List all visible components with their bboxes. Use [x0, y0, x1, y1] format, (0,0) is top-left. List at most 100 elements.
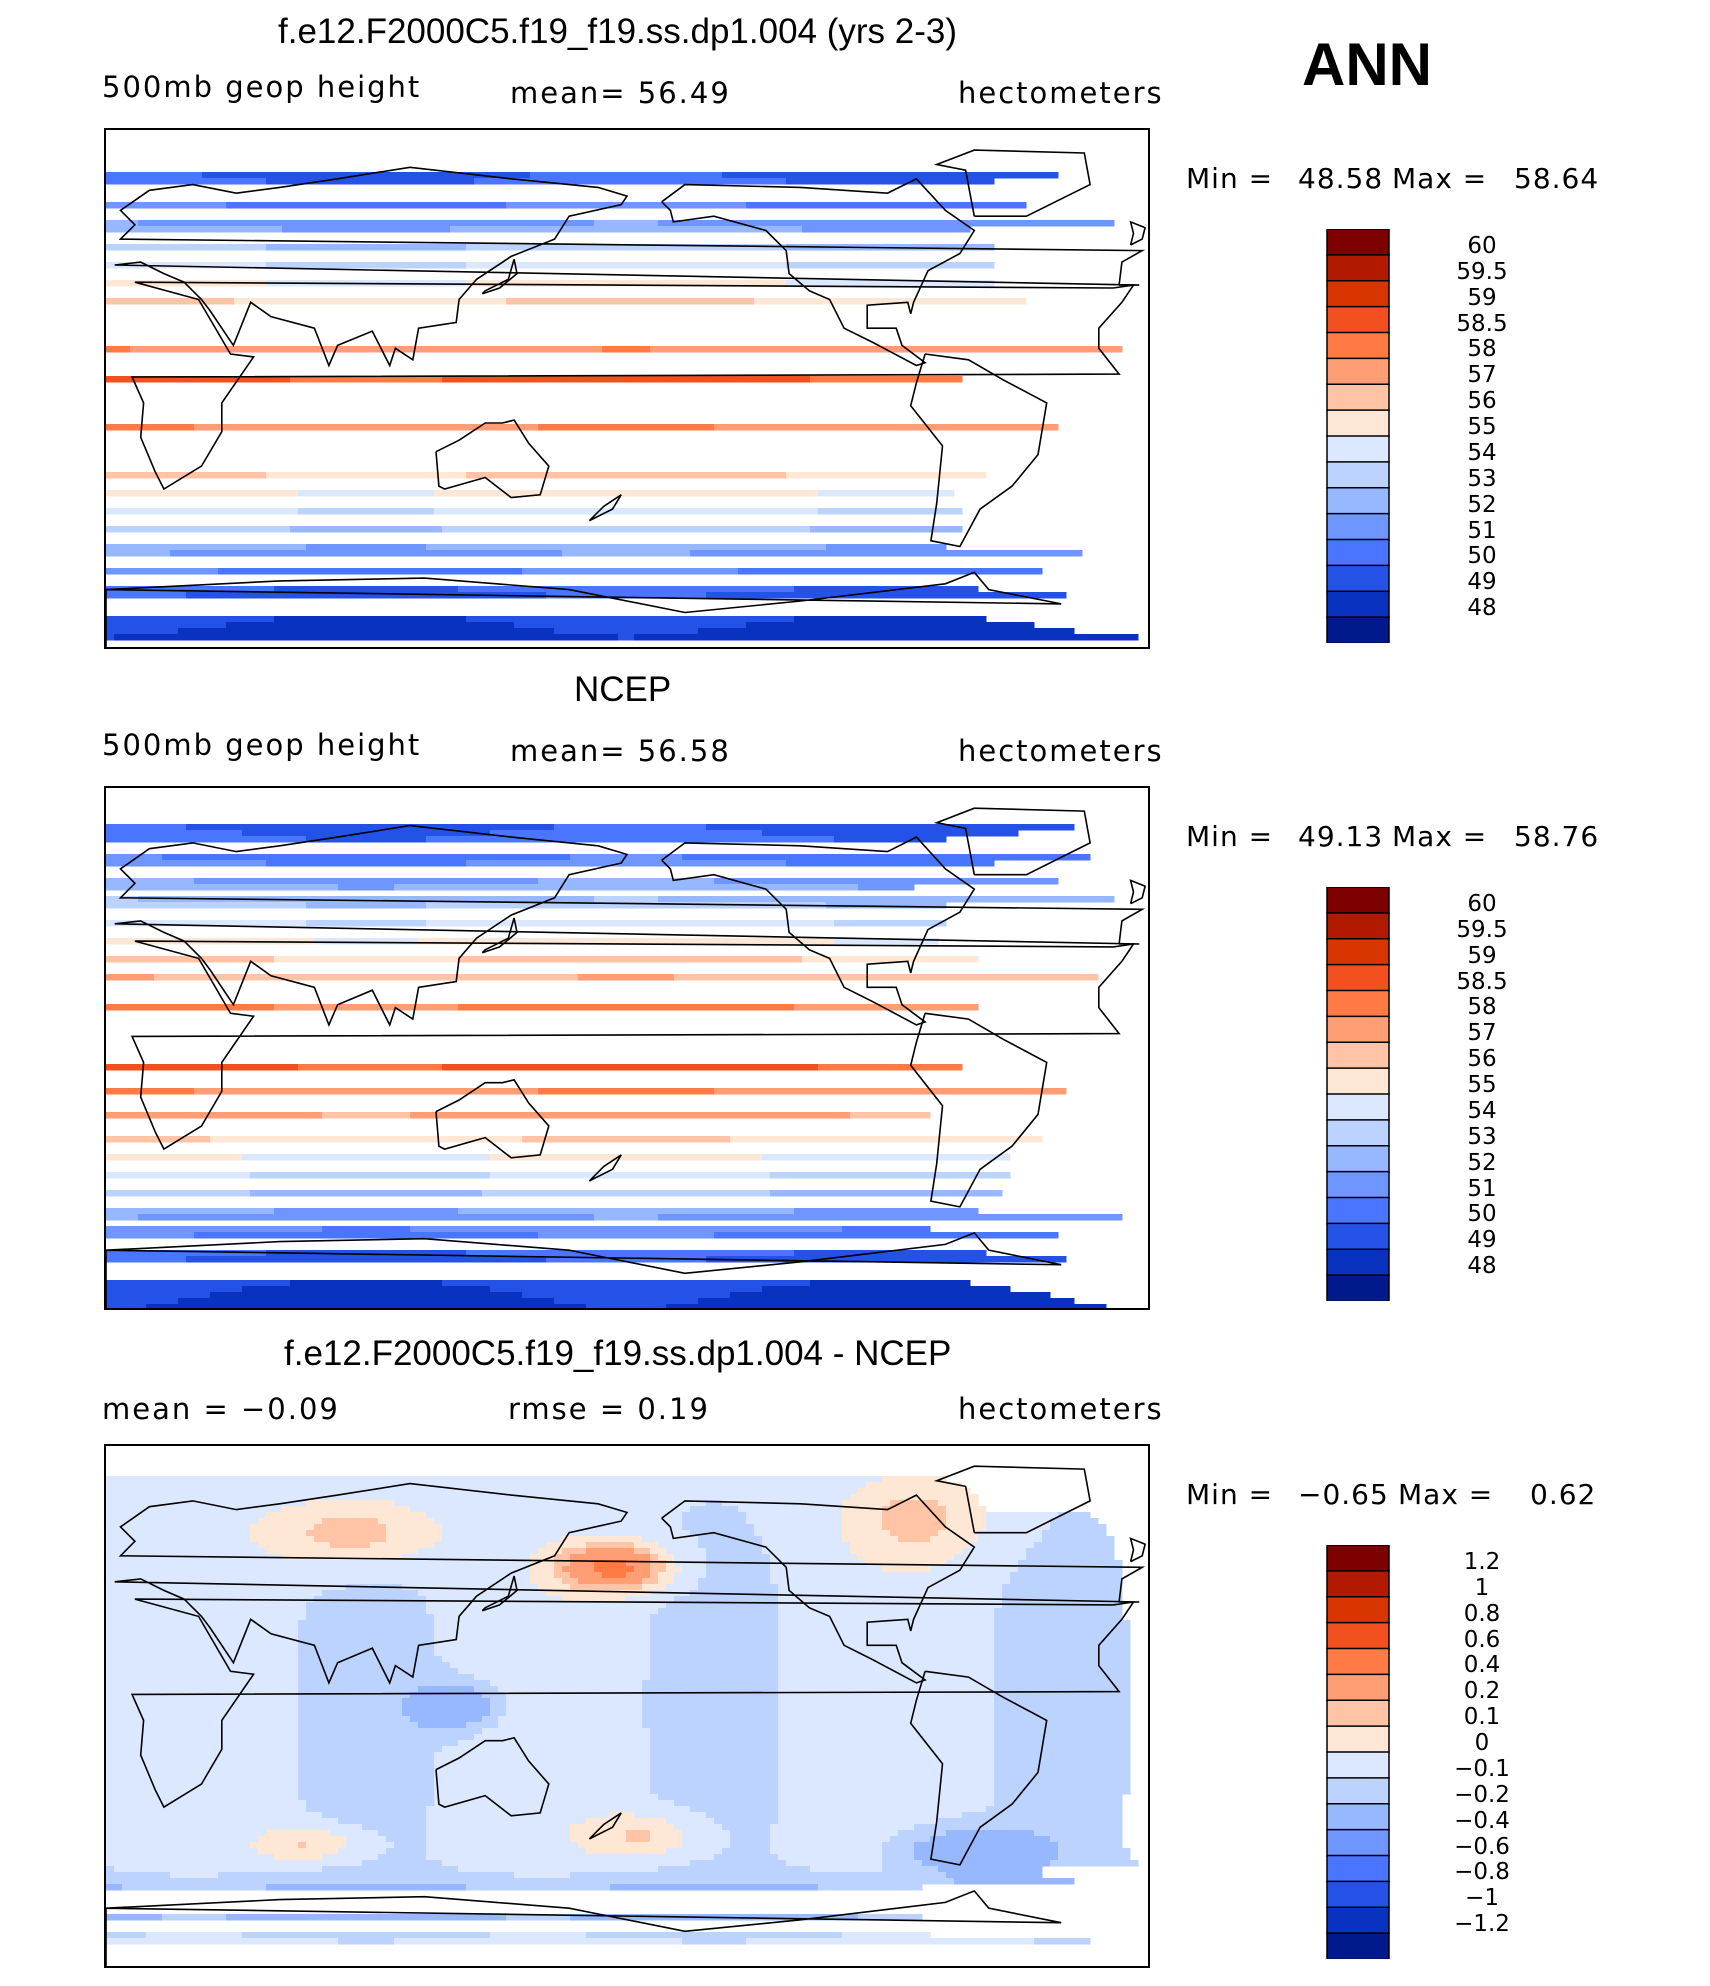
contour-fill-cell — [106, 1172, 251, 1179]
contour-fill-cell — [106, 1256, 187, 1263]
contour-fill-cell — [106, 1566, 531, 1573]
contour-fill-cell — [586, 1542, 635, 1549]
contour-fill-cell — [106, 1656, 299, 1663]
contour-fill-cell — [298, 1794, 435, 1801]
contour-fill-cell — [714, 878, 1059, 885]
contour-fill-cell — [994, 1632, 1131, 1639]
contour-fill-cell — [442, 1860, 691, 1867]
contour-fill-cell — [650, 1566, 667, 1573]
contour-fill-cell — [106, 1806, 307, 1813]
contour-fill-cell — [698, 1298, 1075, 1305]
colorbar-swatch — [1326, 512, 1390, 541]
colorbar-tick-label: 0.1 — [1463, 1704, 1501, 1731]
contour-fill-cell — [562, 550, 691, 557]
contour-fill-cell — [106, 1280, 291, 1287]
contour-fill-cell — [106, 1632, 299, 1639]
contour-fill-cell — [626, 1572, 651, 1579]
contour-fill-cell — [626, 1560, 651, 1567]
contour-fill-cell — [298, 1722, 419, 1729]
contour-fill-cell — [778, 1704, 995, 1711]
colorbar-tick-label: 55 — [1467, 1072, 1497, 1098]
contour-fill-cell — [106, 1812, 323, 1819]
contour-fill-cell — [578, 1578, 643, 1585]
contour-fill-cell — [314, 938, 419, 945]
contour-fill-cell — [1050, 1836, 1123, 1843]
contour-fill-cell — [402, 1704, 491, 1711]
contour-fill-cell — [674, 1554, 707, 1561]
contour-fill-cell — [106, 1692, 299, 1699]
contour-fill-cell — [434, 1614, 651, 1621]
contour-fill-cell — [322, 1854, 379, 1861]
contour-fill-cell — [778, 1596, 1003, 1603]
contour-fill-cell — [650, 1740, 779, 1747]
contour-fill-cell — [274, 586, 459, 593]
contour-fill-cell — [498, 1686, 643, 1693]
contour-fill-cell — [106, 1626, 299, 1633]
contour-fill-cell — [682, 1842, 731, 1849]
contour-fill-cell — [738, 1506, 843, 1513]
coastline — [588, 494, 622, 522]
contour-fill-cell — [690, 1506, 739, 1513]
contour-fill-cell — [642, 1536, 699, 1543]
colorbar-tick-label: 0.4 — [1463, 1652, 1501, 1679]
contour-fill-cell — [642, 1704, 779, 1711]
contour-fill-cell — [106, 1518, 259, 1525]
contour-fill-cell — [106, 508, 299, 515]
contour-fill-cell — [1002, 1590, 1123, 1597]
contour-fill-cell — [434, 1638, 651, 1645]
contour-fill-cell — [746, 1518, 843, 1525]
contour-fill-cell — [746, 622, 1035, 629]
contour-fill-cell — [610, 1812, 635, 1819]
contour-fill-cell — [594, 1560, 627, 1567]
contour-fill-cell — [682, 854, 1091, 861]
contour-fill-cell — [1058, 1842, 1123, 1849]
contour-fill-cell — [106, 1860, 363, 1867]
contour-fill-cell — [530, 1566, 555, 1573]
contour-fill-cell — [106, 1286, 243, 1293]
colorbar-swatch — [1326, 1196, 1390, 1225]
contour-fill-cell — [306, 1608, 427, 1615]
contour-fill-cell — [426, 902, 827, 909]
colorbar-swatch — [1326, 1570, 1390, 1598]
contour-fill-cell — [538, 1548, 563, 1555]
contour-fill-cell — [242, 1154, 491, 1161]
contour-fill-cell — [1058, 1848, 1131, 1855]
contour-fill-cell — [986, 1524, 1051, 1531]
contour-fill-cell — [106, 1614, 307, 1621]
contour-fill-cell — [770, 1554, 859, 1561]
contour-fill-cell — [626, 1830, 651, 1837]
coastline — [661, 836, 976, 1026]
panel1-colorbar-swatches — [1326, 229, 1390, 643]
contour-fill-cell — [818, 1064, 963, 1071]
contour-fill-cell — [642, 1680, 779, 1687]
contour-fill-cell — [106, 1292, 211, 1299]
contour-fill-cell — [778, 1692, 995, 1699]
panel1-title: f.e12.F2000C5.f19_f19.ss.dp1.004 (yrs 2-… — [278, 12, 958, 51]
contour-fill-cell — [106, 1872, 171, 1879]
contour-fill-cell — [810, 1866, 883, 1873]
colorbar-swatch — [1326, 1170, 1390, 1199]
contour-fill-cell — [666, 1566, 683, 1573]
contour-fill-cell — [882, 1866, 939, 1873]
contour-fill-cell — [786, 1860, 883, 1867]
contour-fill-cell — [298, 490, 435, 497]
contour-fill-cell — [650, 1572, 659, 1579]
contour-fill-cell — [298, 1788, 435, 1795]
contour-fill-cell — [650, 1734, 779, 1741]
contour-fill-cell — [706, 1572, 771, 1579]
contour-fill-cell — [434, 1542, 547, 1549]
contour-fill-cell — [586, 1304, 667, 1308]
colorbar-tick-label: 54 — [1467, 1097, 1497, 1124]
contour-fill-cell — [290, 376, 443, 383]
contour-fill-cell — [938, 1818, 1123, 1825]
contour-fill-cell — [298, 1746, 443, 1753]
contour-fill-cell — [778, 1614, 995, 1621]
contour-fill-cell — [282, 226, 451, 233]
contour-fill-cell — [666, 1548, 707, 1555]
contour-fill-cell — [554, 628, 699, 635]
contour-fill-cell — [106, 1758, 299, 1765]
contour-fill-cell — [698, 1542, 763, 1549]
contour-fill-cell — [898, 1536, 931, 1543]
contour-fill-cell — [106, 178, 267, 185]
colorbar-swatch — [1326, 487, 1390, 515]
